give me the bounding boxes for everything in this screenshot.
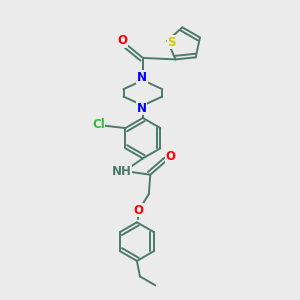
Text: O: O bbox=[117, 34, 127, 47]
Text: N: N bbox=[138, 71, 148, 84]
Text: O: O bbox=[134, 204, 143, 217]
Text: N: N bbox=[137, 71, 147, 84]
Text: NH: NH bbox=[112, 165, 132, 178]
Text: N: N bbox=[137, 102, 147, 115]
Text: Cl: Cl bbox=[92, 118, 105, 131]
Text: O: O bbox=[165, 150, 175, 164]
Text: S: S bbox=[167, 36, 176, 49]
